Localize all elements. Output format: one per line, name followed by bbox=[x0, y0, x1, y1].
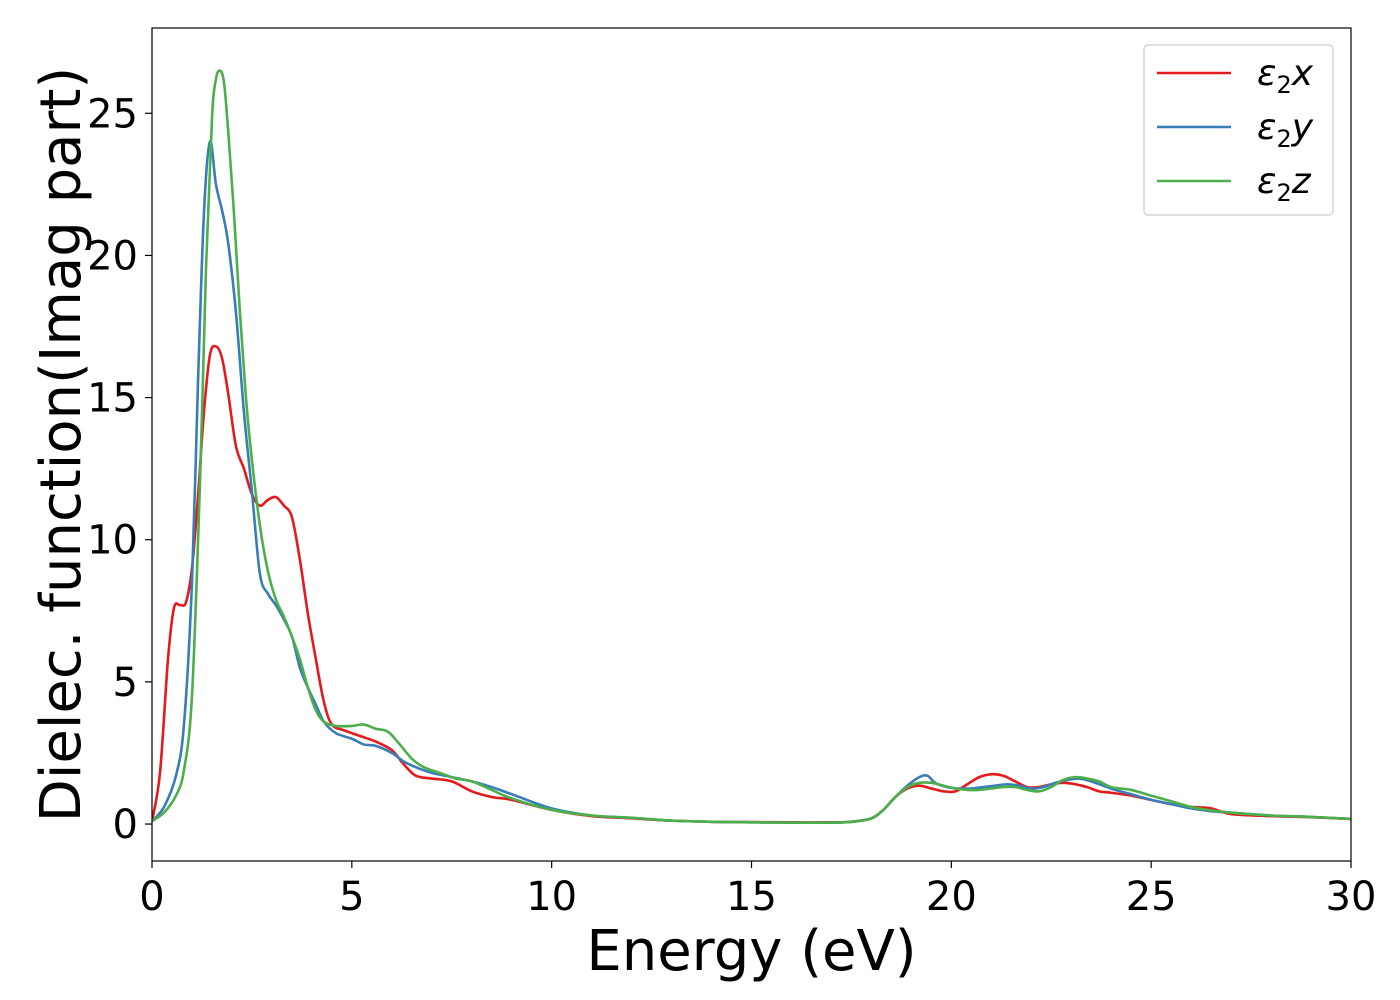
legend-box bbox=[1143, 44, 1334, 216]
x-tick-label: 10 bbox=[526, 874, 577, 920]
legend-items: ε2x ε2y ε2z bbox=[1157, 53, 1314, 207]
y-tick-label: 10 bbox=[87, 518, 138, 564]
series-layer bbox=[152, 69, 1351, 824]
x-tick-label: 0 bbox=[139, 874, 164, 920]
x-tick-label: 25 bbox=[1126, 874, 1177, 920]
series-line-x bbox=[152, 344, 1351, 824]
x-axis-label: Energy (eV) bbox=[586, 919, 916, 984]
y-tick-label: 20 bbox=[87, 233, 138, 279]
ticks-layer: 0 5 10 15 20 25 30 0 5 10 15 20 25 bbox=[87, 91, 1376, 920]
y-tick-label: 25 bbox=[87, 91, 138, 137]
legend: ε2x ε2y ε2z bbox=[1143, 44, 1334, 216]
legend-label: ε2x bbox=[1257, 53, 1314, 99]
legend-label: ε2y bbox=[1257, 107, 1314, 153]
x-tick-label: 15 bbox=[726, 874, 777, 920]
series-line-z bbox=[152, 69, 1351, 824]
legend-item-z: ε2z bbox=[1157, 161, 1312, 207]
y-tick-label: 15 bbox=[87, 376, 138, 422]
y-tick-label: 0 bbox=[113, 802, 138, 848]
x-tick-label: 20 bbox=[926, 874, 977, 920]
y-axis-label: Dielec. function(Imag part) bbox=[29, 67, 94, 823]
x-tick-label: 30 bbox=[1326, 874, 1377, 920]
x-tick-label: 5 bbox=[339, 874, 364, 920]
legend-item-x: ε2x bbox=[1157, 53, 1314, 99]
y-tick-label: 5 bbox=[113, 660, 138, 706]
legend-item-y: ε2y bbox=[1157, 107, 1314, 153]
legend-label: ε2z bbox=[1257, 161, 1312, 207]
series-line-y bbox=[152, 140, 1351, 824]
